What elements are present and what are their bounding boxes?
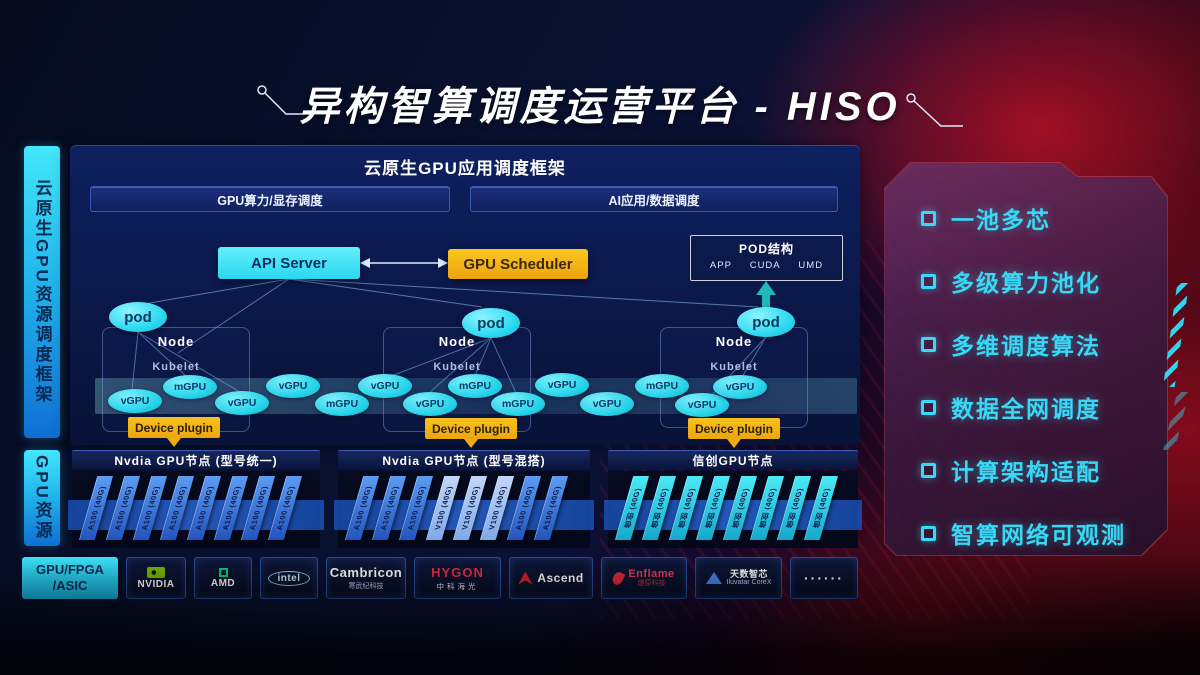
ellipsis-icon: ······ [804, 570, 844, 586]
title-circuit-decoration-right [906, 93, 963, 127]
ascend-logo-icon [518, 571, 533, 585]
page-title: 异构智算调度运营平台 - HISO [299, 85, 901, 129]
gpu-section-2: Nvdia GPU节点 (型号混搭) A100 (40G) A100 (40G) A1… [334, 450, 594, 548]
feature-item: 一池多芯 [921, 203, 1167, 233]
nvidia-logo-icon [147, 566, 165, 578]
feature-item: 数据全网调度 [921, 392, 1167, 422]
pod-structure-item: CUDA [749, 260, 781, 271]
gpu-ellipse: mGPU [491, 392, 545, 416]
gpu-ellipse: vGPU [266, 374, 320, 398]
pod-structure-title: POD结构 [738, 242, 794, 256]
enflame-logo-icon [611, 569, 626, 587]
feature-label: 多维调度算法 [951, 333, 1101, 359]
gpu-card-zone: A100 (40G) A100 (40G) A100 (40G) A100 (40G)… [68, 471, 324, 548]
gpu-ellipse: mGPU [635, 374, 689, 398]
feature-label: 计算架构适配 [951, 459, 1101, 485]
gpu-ellipse: mGPU [448, 374, 502, 398]
vendor-cambricon: Cambricon 寒武纪科技 [326, 557, 406, 599]
feature-label: 智算网络可观测 [951, 522, 1126, 548]
pod-structure-items: APP CUDA UMD [691, 257, 842, 271]
gpu-ellipse: vGPU [535, 373, 589, 397]
intel-logo-icon: intel [268, 570, 310, 586]
gpu-ellipse: vGPU [108, 389, 162, 413]
kubelet-label: Kubelet [433, 361, 481, 373]
gpu-section-header: Nvdia GPU节点 (型号统一) [72, 450, 320, 469]
gpu-section-header: Nvdia GPU节点 (型号混搭) [338, 450, 590, 469]
vendor-enflame: Enflame 燧原科技 [601, 557, 687, 599]
title-circuit-decoration-left [257, 85, 310, 115]
square-bullet-icon [921, 400, 936, 415]
gpu-card: A100 (40G) [267, 476, 303, 540]
feature-item: 计算架构适配 [921, 455, 1167, 485]
amd-logo-icon [218, 567, 228, 577]
feature-panel-frame: 一池多芯多级算力池化 多维调度算法 数据全网调度 计算架构适配 智算网络可观测 [884, 162, 1168, 556]
node-title: Node [715, 334, 753, 349]
vendor-intel: intel [260, 557, 318, 599]
device-plugin-box: Device plugin [128, 417, 220, 447]
gpu-card: 信创 (40G) [803, 476, 839, 540]
kubelet-label: Kubelet [152, 361, 200, 373]
sidebar-gpu-resource-label: GPU资源 [24, 450, 60, 546]
square-bullet-icon [921, 211, 936, 226]
feature-label: 多级算力池化 [951, 270, 1101, 296]
gpu-ellipse: vGPU [215, 391, 269, 415]
framework-header: 云原生GPU应用调度框架 [364, 159, 566, 178]
pod-ellipse: pod [109, 302, 167, 332]
gpu-ellipse: vGPU [675, 393, 729, 417]
pod-structure-item: UMD [798, 260, 824, 271]
feature-panel: 一池多芯多级算力池化 多维调度算法 数据全网调度 计算架构适配 智算网络可观测 [885, 163, 1167, 555]
vendor-strip: GPU/FPGA /ASIC NVIDIA AMD intel Cambricon 寒武… [22, 557, 858, 599]
node-title: Node [157, 334, 195, 349]
feature-label: 一池多芯 [951, 207, 1051, 233]
gpu-card-zone: 信创 (40G) 信创 (40G) 信创 (40G) 信创 (40G) 信创 (40G)… [604, 471, 862, 548]
iluvatar-logo-icon [705, 572, 722, 584]
vendor-chip-type-label: GPU/FPGA /ASIC [22, 557, 118, 599]
vendor-nvidia: NVIDIA [126, 557, 186, 599]
square-bullet-icon [921, 526, 936, 541]
gpu-section-header: 信创GPU节点 [608, 450, 858, 469]
node-title: Node [438, 334, 476, 349]
device-plugin-box: Device plugin [688, 418, 780, 448]
pod-ellipse: pod [737, 307, 795, 337]
gpu-section-1: Nvdia GPU节点 (型号统一) A100 (40G) A100 (40G) A1… [68, 450, 324, 548]
sidebar-framework-label: 云原生GPU资源调度框架 [24, 146, 60, 438]
api-server-box: API Server [218, 247, 360, 279]
square-bullet-icon [921, 463, 936, 478]
pod-structure-box: POD结构 APP CUDA UMD [690, 235, 843, 281]
square-bullet-icon [921, 274, 936, 289]
gpu-ellipse: mGPU [163, 375, 217, 399]
gpu-scheduler-box: GPU Scheduler [448, 249, 588, 279]
vendor-hygon: HYGON 中科海光 [414, 557, 501, 599]
gpu-compute-scheduling-bar: GPU算力/显存调度 [90, 186, 450, 212]
pod-structure-item: APP [709, 260, 732, 271]
vendor-amd: AMD [194, 557, 252, 599]
gpu-ellipse: vGPU [358, 374, 412, 398]
pod-ellipse: pod [462, 308, 520, 338]
gpu-card-zone: A100 (40G) A100 (40G) A100 (40G) V100 (40G)… [334, 471, 594, 548]
kubelet-label: Kubelet [710, 361, 758, 373]
gpu-card: A100 (40G) [533, 476, 569, 540]
feature-item: 多级算力池化 [921, 266, 1167, 296]
gpu-ellipse: mGPU [315, 392, 369, 416]
gpu-ellipse: vGPU [403, 392, 457, 416]
gpu-ellipse: vGPU [580, 392, 634, 416]
vendor-ascend: Ascend [509, 557, 593, 599]
feature-item: 智算网络可观测 [921, 518, 1167, 548]
ai-app-data-scheduling-bar: AI应用/数据调度 [470, 186, 838, 212]
framework-panel: 云原生GPU应用调度框架 GPU算力/显存调度 AI应用/数据调度 [70, 145, 860, 448]
feature-label: 数据全网调度 [951, 396, 1101, 422]
vendor-ellipsis: ······ [790, 557, 858, 599]
vendor-iluvatar: 天数智芯 Iluvatar CoreX [695, 557, 782, 599]
gpu-section-3: 信创GPU节点信创 (40G) 信创 (40G) 信创 (40G) 信创 (40G) 信… [604, 450, 862, 548]
device-plugin-box: Device plugin [425, 418, 517, 448]
square-bullet-icon [921, 337, 936, 352]
feature-item: 多维调度算法 [921, 329, 1167, 359]
gpu-ellipse: vGPU [713, 375, 767, 399]
